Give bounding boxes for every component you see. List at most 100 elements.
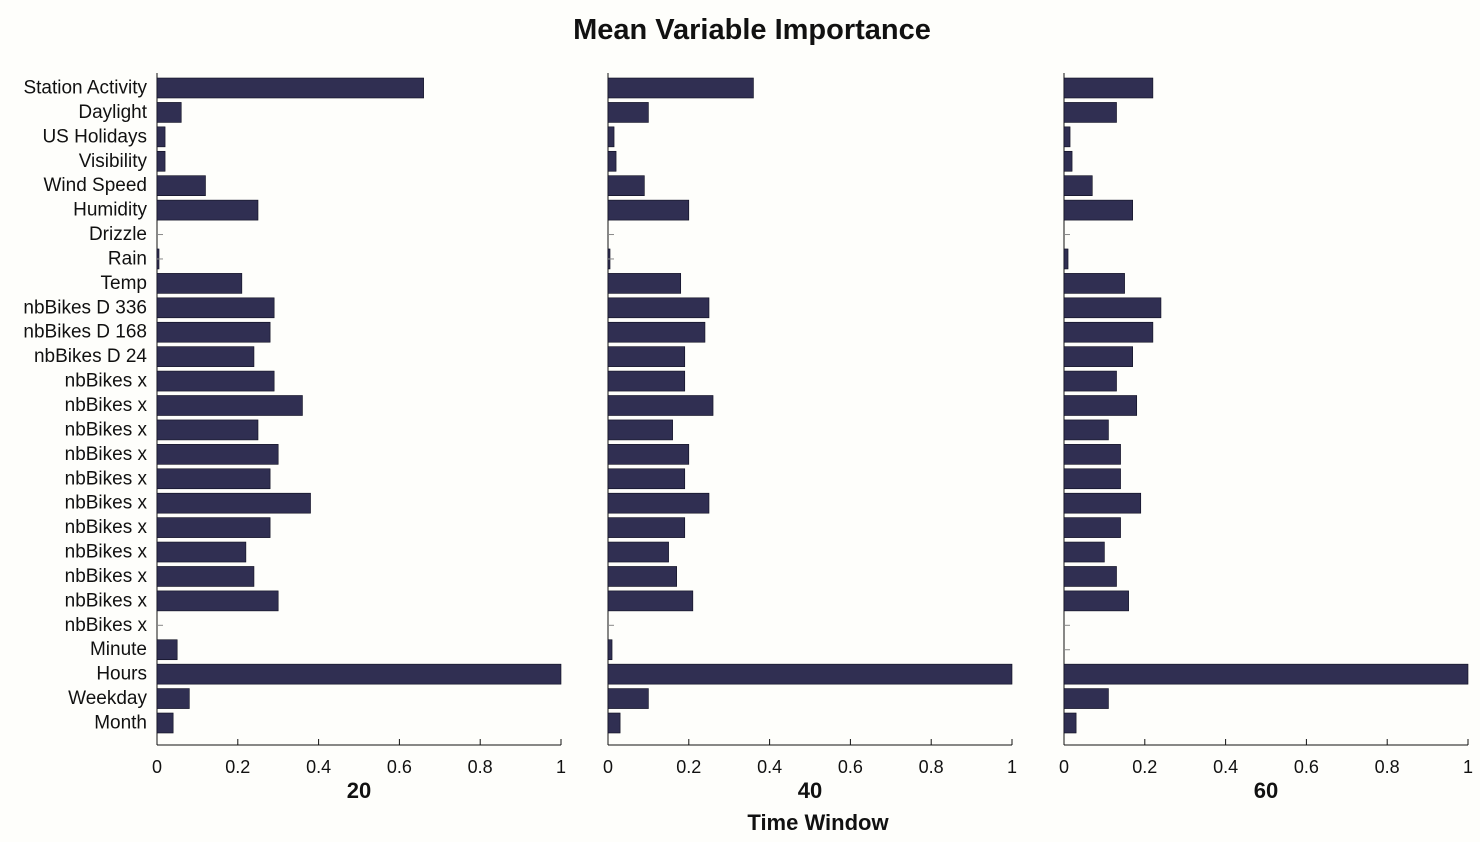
category-label: Station Activity: [23, 78, 147, 99]
bar: [607, 175, 645, 196]
bar: [156, 370, 275, 392]
bar: [1063, 175, 1093, 196]
category-label: nbBikes D 24: [34, 346, 147, 367]
bar: [607, 663, 1013, 685]
x-tick-label: 0: [1059, 757, 1069, 777]
bar: [607, 126, 615, 148]
bar: [1063, 444, 1121, 465]
bar: [1063, 688, 1109, 709]
panel-60: 0 0.2 0.4 0.6 0.8 1 60: [1059, 73, 1473, 803]
bar: [607, 517, 686, 538]
bar: [607, 199, 690, 221]
bar: [156, 419, 259, 441]
category-label: US Holidays: [42, 126, 147, 147]
bar: [156, 395, 303, 416]
panel-label: 20: [347, 778, 371, 803]
category-label: Temp: [101, 273, 147, 294]
bar: [607, 102, 649, 123]
x-tick-label: 0: [152, 757, 162, 777]
category-label: Weekday: [68, 688, 147, 709]
x-tick-label: 0.2: [1132, 757, 1157, 777]
bar: [156, 688, 190, 709]
x-tick-label: 0.8: [1375, 757, 1400, 777]
category-label: nbBikes x: [65, 468, 148, 489]
bar: [607, 395, 714, 416]
bar: [1063, 199, 1133, 221]
bar: [1063, 566, 1117, 587]
category-label: Humidity: [73, 200, 147, 221]
x-tick-label: 0.6: [1294, 757, 1319, 777]
category-label: nbBikes x: [65, 590, 148, 611]
category-label: nbBikes x: [65, 615, 148, 636]
bar: [1063, 126, 1071, 148]
bar: [156, 77, 424, 99]
bar: [156, 492, 311, 514]
bar: [607, 370, 686, 392]
bar: [156, 541, 247, 563]
bar: [607, 492, 710, 514]
bar: [607, 468, 686, 490]
panel-40: 0 0.2 0.4 0.6 0.8 1 40: [603, 73, 1017, 803]
bar: [607, 77, 754, 99]
bar: [607, 321, 706, 343]
category-label: Daylight: [78, 102, 147, 123]
bar: [607, 541, 669, 563]
bar: [156, 590, 279, 612]
bar: [1063, 273, 1125, 294]
x-tick-label: 0.4: [757, 757, 782, 777]
bar: [607, 346, 686, 367]
category-label: nbBikes x: [65, 542, 148, 563]
bar: [1063, 395, 1138, 416]
panel-label: 40: [798, 778, 822, 803]
category-label: nbBikes x: [65, 371, 148, 392]
bar: [1063, 541, 1105, 563]
x-tick-label: 0.4: [306, 757, 331, 777]
bar: [156, 639, 178, 661]
bar: [1063, 419, 1109, 441]
bar: [1063, 517, 1121, 538]
bar: [156, 150, 166, 172]
x-tick-label: 1: [1463, 757, 1473, 777]
chart-title: Mean Variable Importance: [573, 14, 931, 46]
category-label: Rain: [108, 248, 147, 269]
category-label: Wind Speed: [43, 175, 147, 196]
bar: [1063, 492, 1142, 514]
bar: [156, 102, 182, 123]
category-label: Hours: [96, 664, 147, 685]
bar: [1063, 663, 1469, 685]
x-tick-label: 0.2: [225, 757, 250, 777]
bar: [156, 297, 275, 319]
bar: [156, 346, 255, 367]
bar: [156, 444, 279, 465]
bar: [1063, 370, 1117, 392]
bar: [156, 566, 255, 587]
category-label: Visibility: [79, 151, 148, 172]
x-tick-label: 0.6: [387, 757, 412, 777]
bar: [607, 590, 694, 612]
bar: [1063, 321, 1154, 343]
x-tick-label: 0.6: [838, 757, 863, 777]
x-axis-label: Time Window: [747, 810, 889, 835]
category-label: nbBikes x: [65, 419, 148, 440]
x-tick-label: 0.2: [676, 757, 701, 777]
x-tick-label: 0: [603, 757, 613, 777]
category-label: nbBikes x: [65, 493, 148, 514]
category-label: nbBikes x: [65, 566, 148, 587]
x-tick-label: 0.8: [919, 757, 944, 777]
bar: [156, 712, 174, 734]
bar: [1063, 248, 1069, 270]
bar: [607, 150, 617, 172]
category-labels: Station Activity Daylight US Holidays Visib…: [23, 78, 147, 734]
bar: [1063, 712, 1077, 734]
bar: [1063, 590, 1129, 612]
bar: [1063, 346, 1133, 367]
bar: [607, 688, 649, 709]
bar: [156, 517, 271, 538]
category-label: nbBikes D 168: [23, 322, 147, 343]
category-label: nbBikes x: [65, 395, 148, 416]
panel-20: 0 0.2 0.4 0.6 0.8 1 20: [152, 73, 566, 803]
bar: [607, 566, 677, 587]
panel-label: 60: [1254, 778, 1278, 803]
category-label: nbBikes x: [65, 444, 148, 465]
